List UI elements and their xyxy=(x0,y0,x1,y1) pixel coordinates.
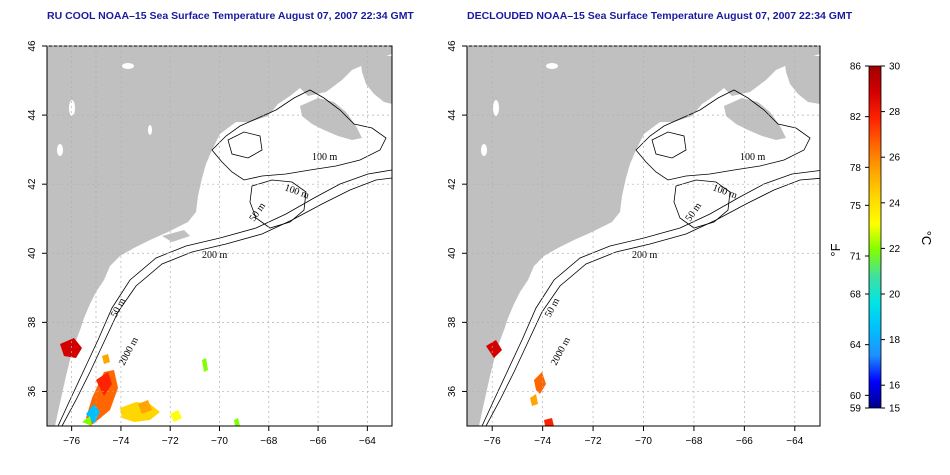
x-tick-label: −64 xyxy=(786,436,803,447)
left-axes: −76 −74 −72 −70 −68 −66 −64 36 38 40 42 44 46 xyxy=(27,40,392,447)
colorbar-gradient xyxy=(868,65,882,409)
land-mass xyxy=(300,98,362,140)
left-contours xyxy=(57,89,392,426)
colorbar-c-tick-label: 16 xyxy=(889,381,901,392)
left-map-title: RU COOL NOAA–15 Sea Surface Temperature … xyxy=(47,10,414,22)
x-tick-label: −66 xyxy=(736,436,753,447)
bathymetry-contour xyxy=(481,170,820,426)
right-map-panel xyxy=(466,45,821,427)
y-tick-label: 38 xyxy=(27,316,38,328)
right-axes: −76 −74 −72 −70 −68 −66 −64 36 38 40 42 44 46 xyxy=(447,40,820,447)
colorbar-c-tick-label: 26 xyxy=(889,153,901,164)
y-tick-label: 44 xyxy=(447,109,458,121)
colorbar-f-tick-label: 78 xyxy=(850,163,862,174)
y-tick-label: 46 xyxy=(27,40,38,52)
right-contours xyxy=(481,89,820,426)
right-map-title: DECLOUDED NOAA–15 Sea Surface Temperatur… xyxy=(467,10,853,22)
x-tick-label: −72 xyxy=(585,436,602,447)
land-mass xyxy=(162,230,190,242)
x-tick-label: −68 xyxy=(260,436,277,447)
bathymetry-contour xyxy=(211,89,387,181)
left-land xyxy=(47,46,392,426)
contour-label: 200 m xyxy=(202,250,228,261)
right-sst-patches xyxy=(486,340,554,426)
colorbar-f-tick-label: 71 xyxy=(850,252,862,263)
y-tick-label: 36 xyxy=(27,385,38,397)
x-tick-label: −70 xyxy=(635,436,652,447)
x-tick-label: −74 xyxy=(534,436,551,447)
y-tick-label: 38 xyxy=(447,316,458,328)
y-tick-label: 46 xyxy=(447,40,458,52)
colorbar-c-tick-label: 20 xyxy=(889,290,901,301)
x-tick-label: −74 xyxy=(112,436,129,447)
contour-label: 200 m xyxy=(632,250,658,261)
bathymetry-contour xyxy=(249,179,307,229)
colorbar-f-tick-label: 82 xyxy=(850,112,862,123)
y-tick-label: 40 xyxy=(447,247,458,259)
bathymetry-contour xyxy=(651,131,687,159)
colorbar-f-tick-label: 75 xyxy=(850,201,862,212)
land-mass xyxy=(784,56,820,104)
land-mass xyxy=(47,46,392,426)
land-mass xyxy=(724,98,786,140)
colorbar-f-tick-label: 64 xyxy=(850,340,862,351)
celsius-unit-label: °C xyxy=(919,231,934,246)
fahrenheit-unit-label: °F xyxy=(828,243,843,256)
bathymetry-contour xyxy=(673,179,731,229)
x-tick-label: −72 xyxy=(162,436,179,447)
colorbar-f-tick-label: 60 xyxy=(850,391,862,402)
colorbar-c-tick-label: 30 xyxy=(889,62,901,73)
bathymetry-contour xyxy=(635,89,811,181)
bathymetry-contour xyxy=(57,169,392,426)
x-tick-label: −70 xyxy=(211,436,228,447)
x-tick-label: −68 xyxy=(685,436,702,447)
colorbar-f-tick-label: 86 xyxy=(850,62,862,73)
contour-label: 100 m xyxy=(312,152,338,163)
bathymetry-contour xyxy=(61,177,392,426)
y-tick-label: 44 xyxy=(27,109,38,121)
y-tick-label: 40 xyxy=(27,247,38,259)
left-lakes xyxy=(57,63,152,156)
left-sst-patches xyxy=(60,338,240,426)
bathymetry-contour xyxy=(485,177,820,426)
land-mass xyxy=(360,56,392,104)
right-land xyxy=(467,46,820,426)
colorbar-c-tick-label: 15 xyxy=(889,404,901,415)
land-mass xyxy=(467,46,820,426)
colorbar: °F °C 86 82 78 75 71 68 64 60 59 30 28 26 24 22 20 18 16… xyxy=(828,62,934,415)
right-lakes xyxy=(481,63,558,156)
x-tick-label: −66 xyxy=(310,436,327,447)
x-tick-label: −76 xyxy=(484,436,501,447)
contour-label: 100 m xyxy=(740,152,766,163)
colorbar-c-tick-label: 24 xyxy=(889,198,901,209)
x-tick-label: −64 xyxy=(359,436,376,447)
colorbar-c-tick-label: 18 xyxy=(889,335,901,346)
colorbar-f-tick-label: 59 xyxy=(850,404,862,415)
colorbar-c-tick-label: 28 xyxy=(889,107,901,118)
x-tick-label: −76 xyxy=(63,436,80,447)
y-tick-label: 36 xyxy=(447,385,458,397)
y-tick-label: 42 xyxy=(27,178,38,190)
colorbar-f-tick-label: 68 xyxy=(850,290,862,301)
bathymetry-contour xyxy=(227,131,263,159)
y-tick-label: 42 xyxy=(447,178,458,190)
colorbar-c-tick-label: 22 xyxy=(889,244,901,255)
